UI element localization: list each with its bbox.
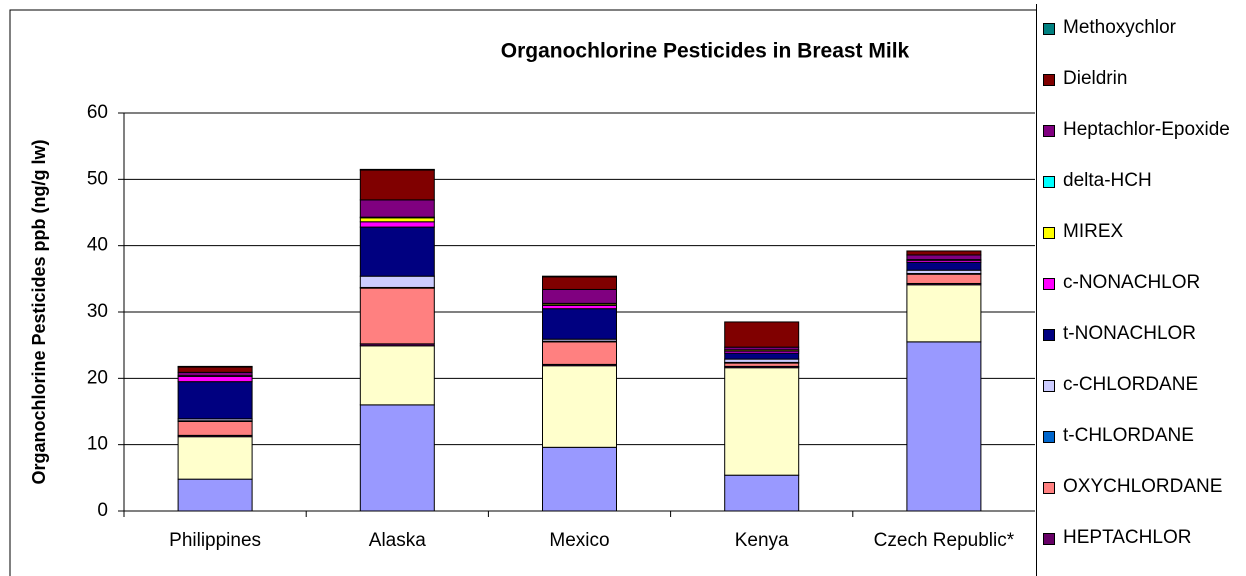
legend-label: MIREX: [1063, 221, 1124, 242]
legend-swatch: [1043, 431, 1055, 443]
legend-swatch: [1043, 278, 1055, 290]
y-tick-label: 50: [87, 168, 108, 189]
legend-swatch: [1043, 533, 1055, 545]
bar-segment: [724, 352, 800, 360]
bar-segment: [359, 221, 435, 228]
legend-item: Methoxychlor: [1037, 4, 1246, 55]
y-axis-label: Organochlorine Pesticides ppb (ng/g lw): [29, 139, 49, 484]
x-tick-label: Czech Republic*: [874, 530, 1015, 551]
bar-segment: [542, 446, 617, 512]
legend-item: Heptachlor-Epoxide: [1037, 106, 1246, 157]
bar-segment: [724, 474, 800, 512]
bar-segment: [177, 365, 253, 368]
chart-title: Organochlorine Pesticides in Breast Milk: [501, 40, 910, 63]
bar-segment: [359, 199, 435, 218]
legend-swatch: [1043, 23, 1055, 35]
x-tick-label: Philippines: [169, 530, 261, 551]
legend-swatch: [1043, 482, 1055, 494]
legend-item: c-CHLORDANE: [1037, 361, 1246, 412]
legend-swatch: [1043, 125, 1055, 137]
legend-item: t-CHLORDANE: [1037, 412, 1246, 463]
y-tick-label: 10: [87, 434, 108, 455]
y-tick-label: 40: [87, 235, 108, 256]
bar-segment: [359, 345, 435, 406]
bar-segment: [906, 250, 982, 256]
bar-segment: [177, 436, 253, 480]
legend-label: HEPTACHLOR: [1063, 527, 1192, 548]
y-tick-label: 30: [87, 301, 108, 322]
legend-label: t-CHLORDANE: [1063, 425, 1194, 446]
legend-swatch: [1043, 227, 1055, 239]
legend-swatch: [1043, 380, 1055, 392]
bar-segment: [542, 308, 617, 340]
bar-segment: [724, 367, 800, 476]
y-tick-label: 0: [97, 500, 108, 521]
x-tick-label: Kenya: [735, 530, 789, 551]
bar-segment: [359, 287, 435, 345]
legend-label: t-NONACHLOR: [1063, 323, 1197, 344]
bar-segment: [906, 273, 982, 284]
bar-segment: [542, 288, 617, 304]
bar-segment: [359, 168, 435, 171]
legend-label: c-NONACHLOR: [1063, 272, 1201, 293]
legend-label: OXYCHLORDANE: [1063, 476, 1223, 497]
bar-segment: [542, 275, 617, 278]
chart-border: [9, 9, 1246, 576]
bar-segment: [177, 420, 253, 436]
legend-item: Dieldrin: [1037, 55, 1246, 106]
legend-swatch: [1043, 176, 1055, 188]
bar-segment: [724, 321, 800, 348]
legend-label: Dieldrin: [1063, 68, 1128, 89]
legend-label: delta-HCH: [1063, 170, 1152, 191]
bar-segment: [359, 275, 435, 288]
legend-label: Heptachlor-Epoxide: [1063, 119, 1230, 140]
x-tick-label: Mexico: [549, 530, 609, 551]
x-tick-label: Alaska: [369, 530, 426, 551]
bar-segment: [906, 284, 982, 343]
y-tick-label: 60: [87, 102, 108, 123]
bar-segment: [906, 261, 982, 271]
legend-swatch: [1043, 74, 1055, 86]
bar-segment: [359, 404, 435, 512]
legend-item: HEPTACHLOR: [1037, 514, 1246, 565]
bar-segment: [906, 254, 982, 261]
legend-label: Methoxychlor: [1063, 17, 1176, 38]
legend-item: c-NONACHLOR: [1037, 259, 1246, 310]
bar-segment: [177, 478, 253, 512]
legend-swatch: [1043, 329, 1055, 341]
bar-segment: [177, 381, 253, 420]
bar-segment: [542, 341, 617, 365]
legend-item: OXYCHLORDANE: [1037, 463, 1246, 514]
legend-item: MIREX: [1037, 208, 1246, 259]
bar-segment: [177, 366, 253, 373]
legend: Methoxychlor Dieldrin Heptachlor-Epoxide de…: [1036, 4, 1246, 576]
legend-item: t-NONACHLOR: [1037, 310, 1246, 361]
bar-segment: [359, 226, 435, 277]
y-tick-label: 20: [87, 367, 108, 388]
bar-segment: [906, 341, 982, 512]
bar-segment: [542, 276, 617, 290]
legend-item: delta-HCH: [1037, 157, 1246, 208]
bar-segment: [359, 169, 435, 201]
bar-segment: [177, 375, 253, 383]
legend-label: c-CHLORDANE: [1063, 374, 1199, 395]
bar-segment: [359, 217, 435, 223]
bar-segment: [542, 365, 617, 448]
